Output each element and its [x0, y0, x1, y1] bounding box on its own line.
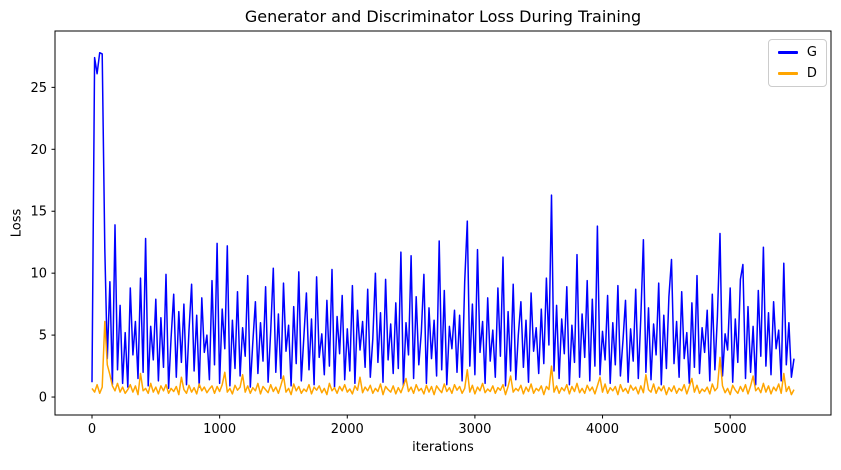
axes-spines — [54, 30, 832, 416]
legend-item-d: D — [777, 66, 817, 81]
legend-line-sample — [777, 51, 798, 54]
series-d-line — [91, 320, 795, 396]
y-tick-label: 15 — [30, 205, 47, 220]
legend-item-label: D — [806, 66, 817, 81]
y-tick-label: 25 — [30, 81, 47, 96]
x-tick-label: 0 — [88, 422, 96, 437]
chart-title: Generator and Discriminator Loss During … — [244, 7, 642, 26]
legend-line-sample — [777, 72, 798, 75]
y-tick-label: 10 — [30, 267, 47, 282]
x-tick-label: 2000 — [331, 422, 364, 437]
y-tick-label: 0 — [39, 391, 47, 406]
x-tick-label: 5000 — [714, 422, 747, 437]
y-tick-label: 5 — [39, 329, 47, 344]
x-tick-label: 3000 — [458, 422, 491, 437]
y-axis-label: Loss — [9, 208, 25, 238]
x-tick-label: 4000 — [586, 422, 619, 437]
y-tick-label: 20 — [30, 143, 47, 158]
legend-item-g: G — [777, 45, 817, 60]
series-g-line — [91, 51, 795, 390]
x-axis-label: iterations — [412, 440, 474, 455]
x-tick-label: 1000 — [203, 422, 236, 437]
legend-item-label: G — [806, 45, 817, 60]
